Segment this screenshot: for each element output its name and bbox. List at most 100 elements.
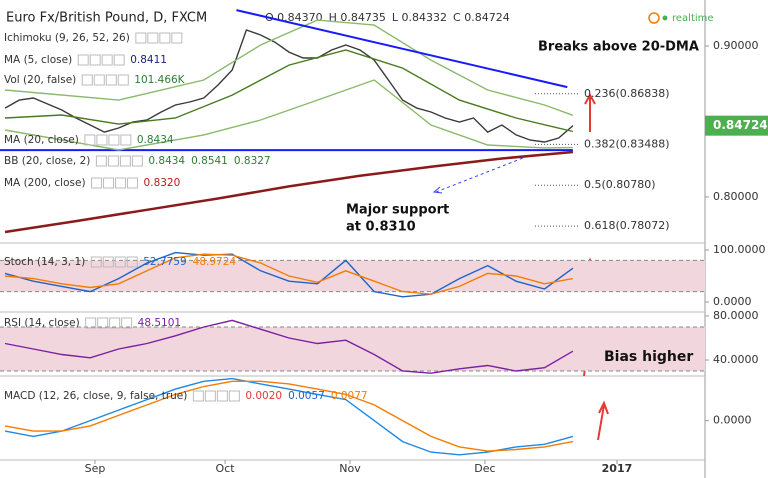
legend-icon <box>228 390 240 402</box>
status: realtime <box>672 13 714 24</box>
last-price-label: 0.84724 <box>713 118 768 132</box>
legend-icon <box>115 177 127 189</box>
legend-icon <box>103 177 115 189</box>
arrow <box>584 92 596 132</box>
status-icon <box>648 12 660 24</box>
x-tick-label: Oct <box>216 462 236 475</box>
series-line <box>4 49 574 133</box>
y-tick-label: 100.0000 <box>713 243 766 256</box>
trendline <box>236 9 568 89</box>
legend-icon <box>105 74 117 86</box>
x-tick-label: Sep <box>85 462 106 475</box>
legend-icon <box>131 155 143 167</box>
legend-icon <box>107 155 119 167</box>
legend-icon <box>117 74 129 86</box>
legend-icon <box>97 317 109 329</box>
fib-label: 0.5(0.80780) <box>584 178 656 191</box>
annotation: Major support <box>346 203 449 218</box>
legend-label: MACD (12, 26, close, 9, false, true) <box>4 390 187 402</box>
legend-icon <box>81 74 93 86</box>
series-line <box>4 319 574 374</box>
legend-icon <box>159 32 171 44</box>
legend-icon <box>109 317 121 329</box>
legend-icon <box>171 32 183 44</box>
legend-readout: 0.0077 <box>331 390 368 402</box>
legend-label: Ichimoku (9, 26, 52, 26) <box>4 32 130 44</box>
series-line <box>4 19 574 116</box>
legend-icon <box>89 54 101 66</box>
support-pointer-head <box>432 186 443 194</box>
legend-readout: 48.9724 <box>193 256 237 268</box>
legend-readout: 0.8541 <box>191 155 228 167</box>
fib-label: 0.236(0.86838) <box>584 87 670 100</box>
legend-label: Vol (20, false) <box>4 74 76 86</box>
series-line <box>4 29 574 143</box>
series-line <box>4 150 574 234</box>
y-tick-label: 0.80000 <box>713 190 759 203</box>
status-dot <box>662 15 668 21</box>
legend-readout: 0.8327 <box>234 155 271 167</box>
legend-icon <box>90 256 102 268</box>
ohlc-value: C 0.84724 <box>453 11 510 24</box>
legend-icon <box>91 177 103 189</box>
legend-label: MA (20, close) <box>4 134 79 146</box>
legend-icon <box>108 134 120 146</box>
legend-icon <box>84 134 96 146</box>
legend-icon <box>147 32 159 44</box>
legend-readout: 0.8434 <box>148 155 185 167</box>
ohlc-value: H 0.84735 <box>329 11 386 24</box>
y-tick-label: 80.0000 <box>713 309 759 322</box>
chart-title: Euro Fx/British Pound, D, FXCM <box>6 11 207 26</box>
legend-readout: 48.5101 <box>138 317 181 329</box>
fib-label: 0.618(0.78072) <box>584 219 670 232</box>
legend-icon <box>101 54 113 66</box>
legend-icon <box>77 54 89 66</box>
x-tick-label: Nov <box>339 462 361 475</box>
legend-readout: 0.8320 <box>144 177 181 189</box>
legend-label: RSI (14, close) <box>4 317 80 329</box>
series-line <box>4 377 574 456</box>
legend-icon <box>96 134 108 146</box>
legend-label: MA (200, close) <box>4 177 86 189</box>
legend-icon <box>204 390 216 402</box>
legend-icon <box>93 74 105 86</box>
series-line <box>4 380 574 452</box>
legend-icon <box>85 317 97 329</box>
legend-icon <box>121 317 133 329</box>
band <box>0 260 705 292</box>
annotation: Breaks above 20-DMA <box>538 40 699 55</box>
arrow <box>597 400 609 441</box>
y-tick-label: 0.0000 <box>713 295 752 308</box>
series-line <box>4 253 574 295</box>
legend-icon <box>119 155 131 167</box>
x-tick-label: 2017 <box>602 462 633 475</box>
legend-readout: 101.466K <box>134 74 185 86</box>
series-line <box>4 251 574 298</box>
legend-icon <box>192 390 204 402</box>
support-pointer <box>435 155 529 193</box>
ohlc-value: L 0.84332 <box>392 11 447 24</box>
x-tick-label: Dec <box>474 462 495 475</box>
fib-label: 0.382(0.83488) <box>584 137 670 150</box>
y-tick-label: 0.0000 <box>713 414 752 427</box>
legend-readout: 0.8434 <box>137 134 174 146</box>
legend-icon <box>135 32 147 44</box>
legend-icon <box>113 54 125 66</box>
y-tick-label: 40.0000 <box>713 353 759 366</box>
legend-icon <box>114 256 126 268</box>
legend-readout: 0.8411 <box>130 54 167 66</box>
legend-icon <box>126 256 138 268</box>
band <box>0 326 705 372</box>
legend-readout: 0.0057 <box>288 390 325 402</box>
legend-label: MA (5, close) <box>4 54 72 66</box>
legend-icon <box>120 134 132 146</box>
legend-readout: 0.0020 <box>245 390 282 402</box>
legend-readout: 52.7759 <box>143 256 186 268</box>
legend-icon <box>127 177 139 189</box>
legend-icon <box>216 390 228 402</box>
legend-icon <box>102 256 114 268</box>
annotation: at 0.8310 <box>346 220 416 235</box>
series-line <box>4 79 573 151</box>
